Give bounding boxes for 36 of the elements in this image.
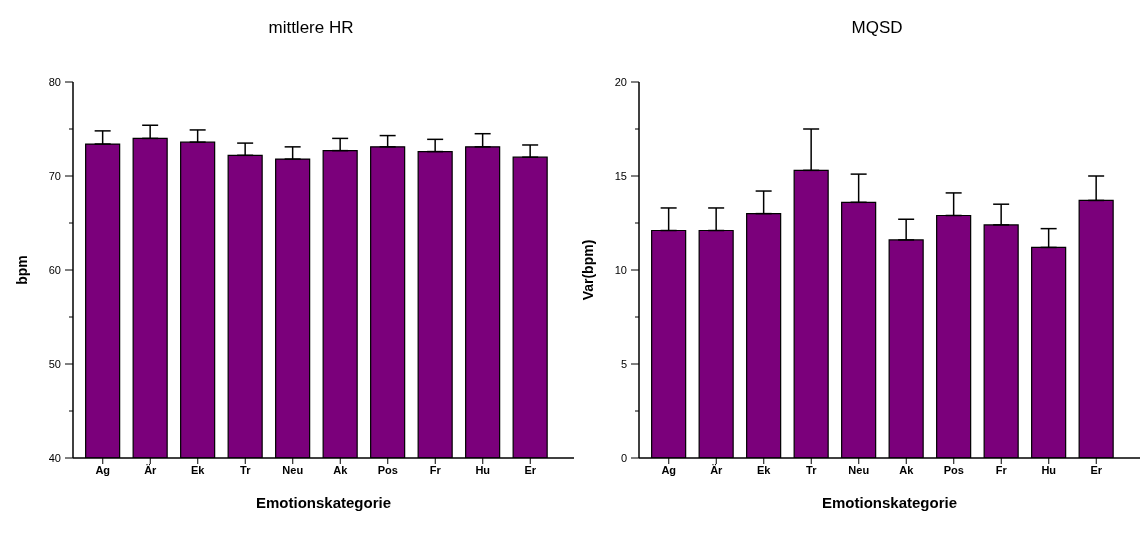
x-tick-label: Ag — [661, 463, 677, 476]
y-tick-label: 15 — [614, 170, 627, 182]
x-tick-label: Pos — [943, 463, 964, 476]
x-tick-label: Neu — [848, 463, 870, 476]
x-tick-label: Tr — [806, 463, 818, 476]
x-tick-label: Är — [710, 463, 724, 476]
y-tick-label: 60 — [48, 264, 61, 276]
x-tick-label: Är — [144, 463, 158, 476]
x-tick-label: Ag — [95, 463, 111, 476]
y-tick-label: 80 — [48, 76, 61, 88]
y-tick-label: 70 — [48, 170, 61, 182]
x-tick-label: Er — [1090, 463, 1103, 476]
x-axis-title: Emotionskategorie — [821, 494, 958, 511]
x-tick-label: Hu — [1041, 463, 1057, 476]
y-tick-label: 20 — [614, 76, 627, 88]
x-tick-label: Ek — [191, 463, 206, 476]
y-tick-label: 10 — [614, 264, 627, 276]
y-tick-label: 5 — [620, 358, 627, 370]
x-tick-label: Tr — [240, 463, 252, 476]
x-axis-title: Emotionskategorie — [255, 494, 392, 511]
y-axis-title: bpm — [13, 255, 30, 285]
x-tick-label: Ak — [333, 463, 349, 476]
x-tick-label: Ak — [899, 463, 915, 476]
x-tick-label: Neu — [282, 463, 304, 476]
x-tick-label: Ek — [757, 463, 772, 476]
x-tick-label: Er — [524, 463, 537, 476]
x-tick-label: Fr — [429, 463, 442, 476]
chart-title: mittlere HR — [267, 17, 355, 39]
chart-title: MQSD — [850, 17, 904, 39]
y-tick-label: 0 — [620, 452, 627, 464]
y-axis-title: Var(bpm) — [579, 239, 596, 301]
x-tick-label: Hu — [475, 463, 491, 476]
y-tick-label: 50 — [48, 358, 61, 370]
y-tick-label: 40 — [48, 452, 61, 464]
x-tick-label: Fr — [995, 463, 1008, 476]
x-tick-label: Pos — [377, 463, 398, 476]
